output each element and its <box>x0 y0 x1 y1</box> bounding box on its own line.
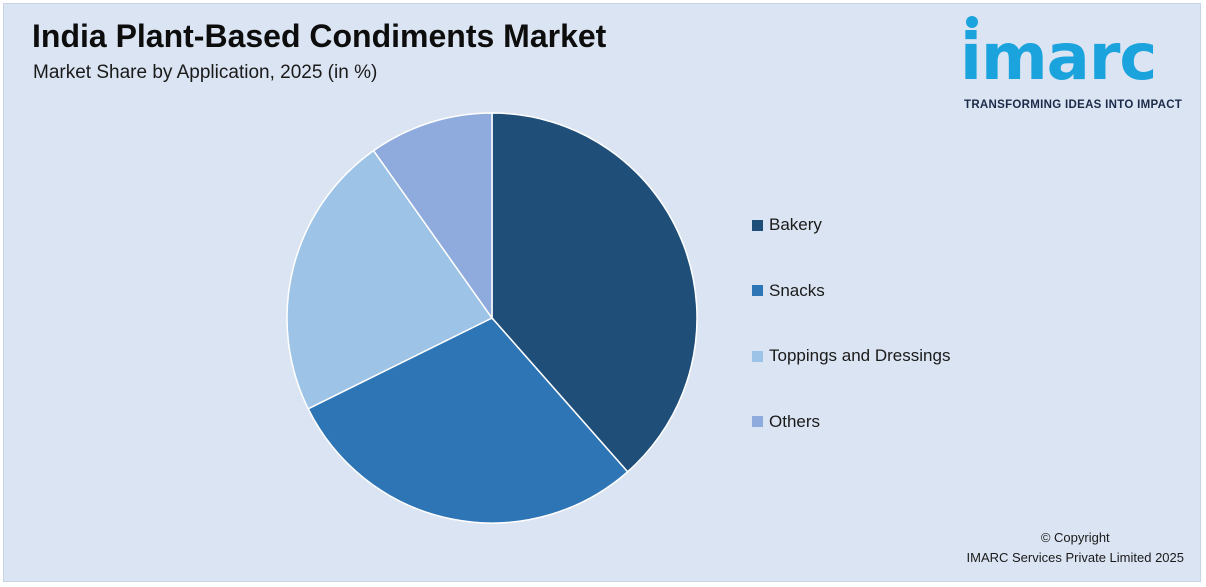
legend-swatch <box>752 416 763 427</box>
legend-swatch <box>752 219 763 231</box>
legend-label: Others <box>769 411 821 431</box>
legend-item-snacks: Snacks <box>752 280 825 302</box>
copyright-line-2: IMARC Services Private Limited 2025 <box>966 550 1184 565</box>
legend-item-others: Others <box>752 411 820 433</box>
pie-slice-bakery <box>491 112 698 473</box>
legend-label: Snacks <box>769 280 825 300</box>
chart-title: India Plant-Based Condiments Market <box>32 18 607 54</box>
legend-label: Toppings and Dressings <box>769 346 951 365</box>
logo-wordmark: imarc <box>960 21 1157 95</box>
logo-dot-icon <box>966 16 978 28</box>
chart-subtitle: Market Share by Application, 2025 (in %) <box>33 62 378 83</box>
pie-slice-toppings-and-dressings <box>286 149 494 410</box>
logo-tagline: TRANSFORMING IDEAS INTO IMPACT <box>964 99 1183 111</box>
copyright-line-1: © Copyright <box>1040 530 1110 545</box>
legend-item-bakery: Bakery <box>752 214 822 236</box>
copyright-notice: © Copyright IMARC Services Private Limit… <box>967 528 1184 568</box>
pie-slice-snacks <box>307 317 629 524</box>
legend-swatch <box>752 285 763 296</box>
legend-item-toppings-and-dressings: Toppings and Dressings <box>752 345 950 367</box>
legend-swatch <box>752 350 763 362</box>
imarc-logo: imarc TRANSFORMING IDEAS INTO IMPACT <box>958 14 1194 114</box>
pie-slice-others <box>372 112 493 321</box>
legend-label: Bakery <box>769 215 822 234</box>
